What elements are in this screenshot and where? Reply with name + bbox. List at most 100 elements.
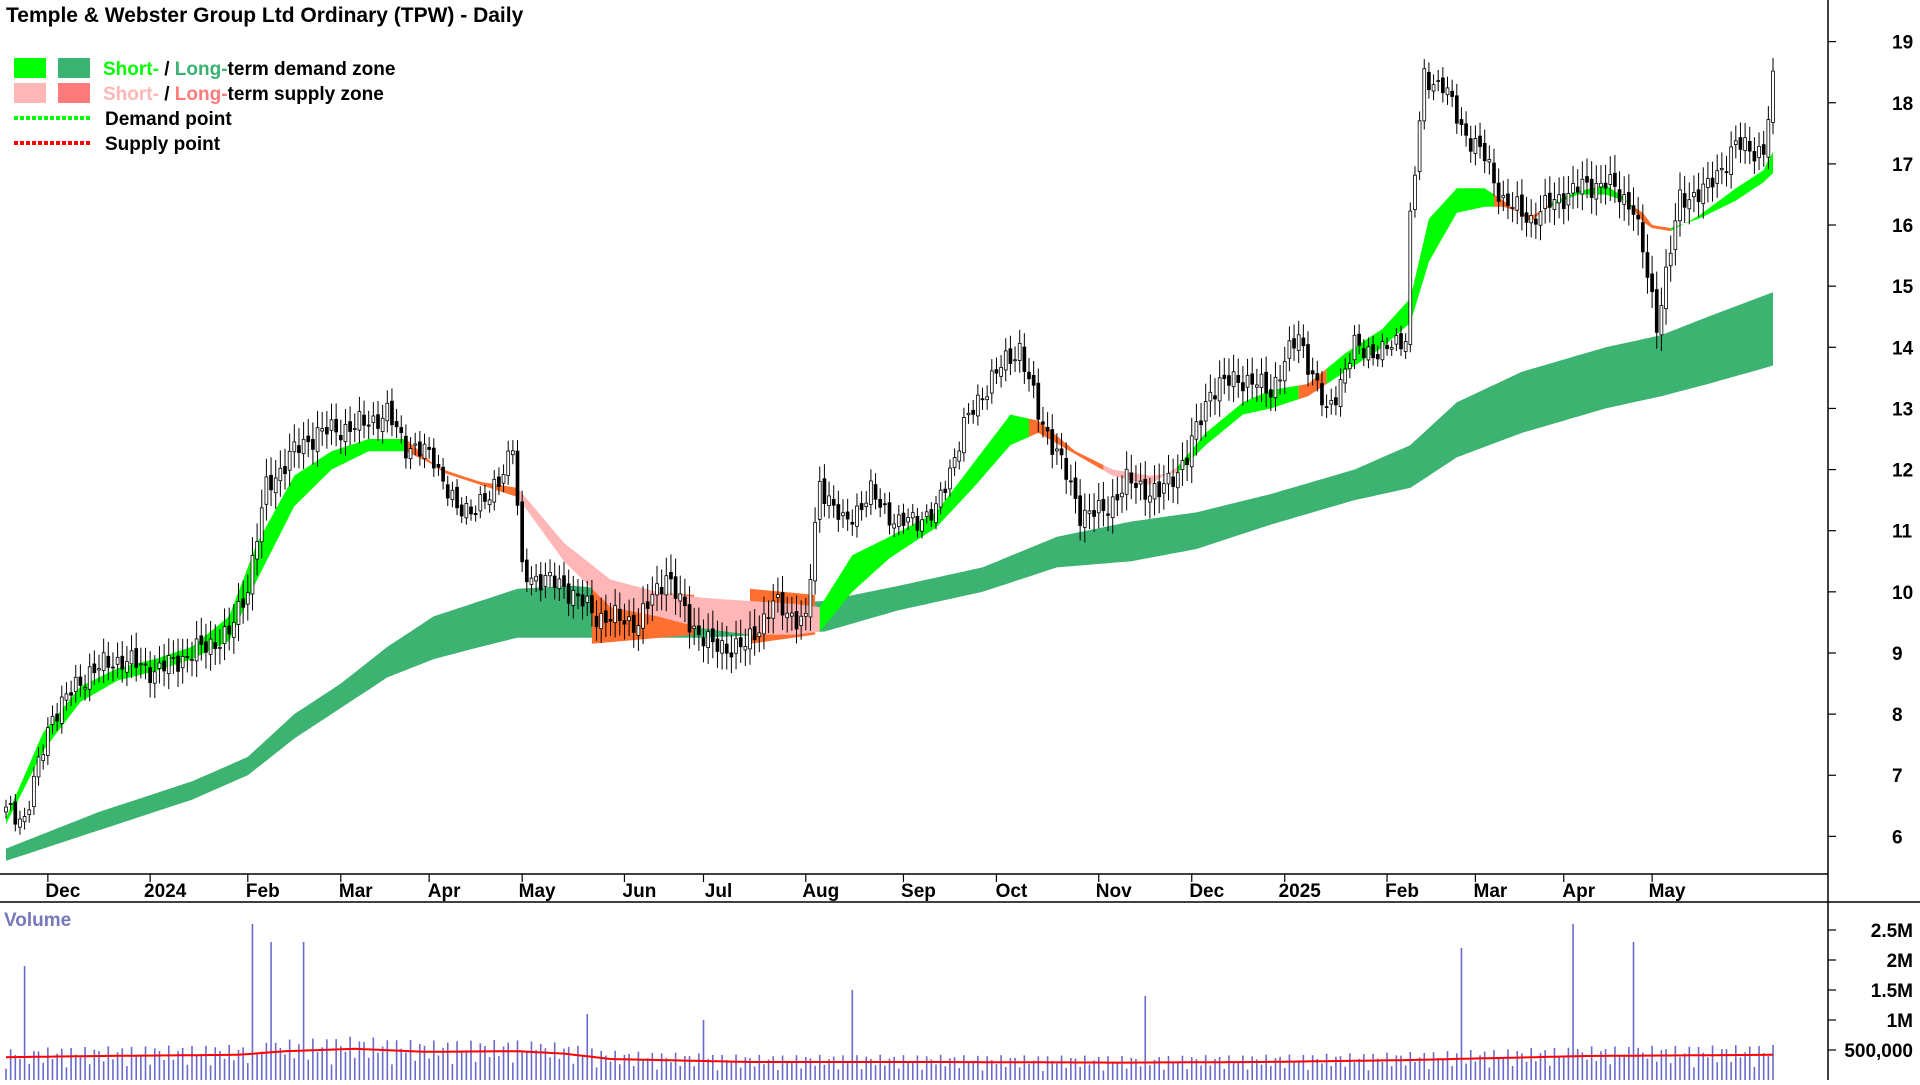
candle-39: [185, 638, 190, 673]
candle-63: [297, 428, 301, 469]
candle-body: [1255, 384, 1259, 388]
month-label-12: Dec: [1189, 881, 1224, 902]
candle-69: [325, 411, 329, 449]
candle-58: [273, 460, 278, 509]
volume-layer: [5, 924, 1774, 1080]
candle-65: [306, 418, 311, 458]
volume-tick-label-3: 1M: [1887, 1011, 1913, 1032]
candle-body: [352, 428, 357, 430]
candle-241: [1124, 451, 1129, 511]
candle-body: [1729, 146, 1733, 176]
candle-body: [1022, 346, 1027, 372]
candle-243: [1134, 465, 1138, 504]
candle-body: [780, 592, 785, 616]
candle-66: [311, 422, 315, 465]
candle-body: [571, 590, 576, 606]
axes-layer: 6 7 8 9 10 11 12 13 14 15 16 17 18 19 Dec 2024 Feb Mar Apr…: [45, 33, 1913, 1062]
month-label-11: Nov: [1096, 881, 1132, 902]
candle-46: [218, 629, 222, 665]
candle-body: [520, 501, 524, 563]
candle-body: [1380, 341, 1385, 361]
month-label-4: Apr: [428, 881, 461, 902]
candle-body: [134, 648, 139, 668]
candle-267: [1245, 358, 1250, 403]
candle-body: [934, 503, 938, 523]
candle-body: [1603, 182, 1608, 189]
candle-44: [208, 620, 213, 671]
candle-291: [1357, 324, 1361, 355]
legend-part-3: term supply zone: [228, 84, 384, 105]
candle-274: [1278, 364, 1282, 395]
candle-body: [989, 370, 994, 394]
candle-305: [1422, 59, 1427, 130]
candle-body: [1013, 359, 1017, 362]
candle-body: [73, 676, 78, 693]
candle-326: [1520, 179, 1524, 231]
candle-156: [729, 634, 734, 674]
candle-304: [1417, 111, 1422, 180]
candle-body: [976, 394, 980, 417]
candle-298: [1389, 340, 1394, 356]
candle-60: [283, 448, 287, 490]
price-tick-label-10: 10: [1892, 583, 1913, 604]
candle-308: [1436, 69, 1441, 92]
candle-body: [1520, 194, 1524, 217]
candle-246: [1148, 477, 1152, 519]
candle-body: [659, 586, 664, 595]
candle-219: [1022, 333, 1027, 384]
candle-body: [1050, 429, 1055, 455]
candle-body: [111, 666, 115, 669]
candle-154: [720, 622, 724, 670]
candle-body: [655, 583, 659, 596]
candles-layer: [4, 57, 1775, 835]
candle-body: [771, 600, 776, 619]
volume-tick-label-2: 1.5M: [1871, 981, 1913, 1002]
candle-295: [1375, 345, 1380, 367]
candle-143: [669, 554, 673, 596]
candle-body: [78, 676, 83, 686]
candle-body: [1213, 395, 1217, 400]
candle-196: [915, 508, 920, 538]
candle-116: [543, 562, 548, 599]
candle-body: [166, 655, 171, 675]
candle-364: [1696, 172, 1701, 217]
candle-body: [994, 369, 999, 374]
candle-body: [1222, 374, 1227, 380]
candle-body: [1082, 509, 1087, 528]
candle-288: [1343, 358, 1348, 393]
month-label-3: Mar: [339, 881, 373, 902]
candle-148: [692, 607, 697, 645]
candle-262: [1222, 357, 1227, 395]
candle-255: [1189, 417, 1194, 484]
candle-body: [1371, 344, 1375, 359]
candle-372: [1733, 125, 1738, 159]
candle-body: [683, 596, 687, 607]
candle-body: [850, 521, 855, 525]
candle-body: [924, 511, 929, 517]
candle-body: [1487, 159, 1492, 163]
candle-150: [701, 619, 706, 663]
candle-body: [357, 411, 362, 431]
candle-43: [204, 623, 208, 669]
candle-body: [599, 613, 604, 630]
candle-93: [436, 454, 441, 476]
candle-70: [329, 403, 334, 445]
candle-body: [636, 625, 641, 636]
candle-body: [948, 467, 952, 490]
candle-49: [232, 604, 236, 654]
candle-127: [594, 600, 599, 641]
candle-body: [1268, 389, 1273, 398]
candle-body: [1636, 214, 1640, 220]
candle-body: [1482, 142, 1487, 162]
candle-body: [980, 398, 985, 401]
candle-172: [803, 597, 808, 631]
candle-358: [1668, 235, 1673, 282]
price-tick-label-16: 16: [1892, 216, 1913, 237]
candle-body: [59, 696, 64, 724]
candle-324: [1510, 192, 1515, 223]
candle-body: [1399, 333, 1403, 350]
candle-body: [999, 367, 1003, 377]
candle-body: [450, 489, 455, 500]
candle-body: [50, 715, 55, 725]
candle-253: [1180, 442, 1185, 486]
